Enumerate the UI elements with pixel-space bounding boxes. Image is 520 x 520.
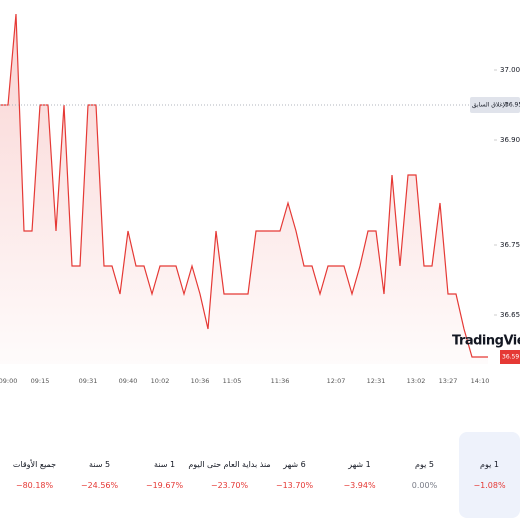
tab-change: −3.94% [343, 481, 376, 490]
x-tick-label: 10:36 [191, 377, 210, 385]
x-tick-label: 12:31 [367, 377, 386, 385]
x-tick-label: 09:15 [31, 377, 50, 385]
tab-change: −23.70% [210, 481, 249, 490]
previous-close-value: 36.95 [505, 102, 520, 109]
tab-change: −19.67% [145, 481, 184, 490]
tab-change: −24.56% [80, 481, 119, 490]
x-tick-label: 09:40 [119, 377, 138, 385]
tab-name: منذ بداية العام حتى اليوم [188, 460, 271, 469]
tab-name: جميع الأوقات [12, 460, 57, 469]
previous-close-label: الإغلاق السابق [472, 102, 508, 109]
last-price-label: 36.59 [502, 354, 519, 361]
x-tick-label: 14:10 [471, 377, 490, 385]
tab-change: −1.08% [473, 481, 506, 490]
y-tick-label: 36.90 [500, 136, 520, 144]
period-tab[interactable]: 1 شهر −3.94% [329, 432, 390, 518]
period-tab[interactable]: 5 سنة −24.56% [69, 432, 130, 518]
tab-change: −80.18% [15, 481, 54, 490]
price-line [0, 13, 488, 358]
last-price-badge [500, 350, 520, 364]
area [0, 14, 488, 364]
x-tick-label: 13:27 [439, 377, 458, 385]
period-tab[interactable]: 6 شهر −13.70% [264, 432, 325, 518]
x-tick-label: 11:36 [271, 377, 290, 385]
x-tick-label: 13:02 [407, 377, 426, 385]
x-tick-label: 12:07 [327, 377, 346, 385]
tab-name: 1 سنة [153, 460, 176, 469]
previous-close-badge [470, 97, 520, 113]
y-tick-label: 36.75 [500, 241, 520, 249]
tab-change: 0.00% [411, 481, 438, 490]
x-tick-label: 10:02 [151, 377, 170, 385]
tab-name: 1 يوم [480, 460, 499, 469]
x-tick-label: 09:31 [79, 377, 98, 385]
period-tab[interactable]: منذ بداية العام حتى اليوم −23.70% [188, 432, 270, 518]
y-tick-label: 37.00 [500, 66, 520, 74]
period-tabs: 1 يوم −1.08% 5 يوم 0.00% 1 شهر −3.94% 6 شهر −13… [0, 432, 520, 518]
tab-name: 5 سنة [88, 460, 111, 469]
period-tab[interactable]: جميع الأوقات −80.18% [4, 432, 65, 518]
x-tick-label: 11:05 [223, 377, 242, 385]
y-tick-label: 36.65 [500, 311, 520, 319]
watermark: TradingView [452, 334, 520, 349]
x-tick-label: 09:00 [0, 377, 17, 385]
tab-change: −13.70% [275, 481, 314, 490]
tab-name: 5 يوم [415, 460, 434, 469]
tab-name: 1 شهر [348, 460, 371, 469]
period-tab[interactable]: 5 يوم 0.00% [394, 432, 455, 518]
period-tab[interactable]: 1 يوم −1.08% [459, 432, 520, 518]
tab-name: 6 شهر [283, 460, 306, 469]
period-tab[interactable]: 1 سنة −19.67% [134, 432, 195, 518]
